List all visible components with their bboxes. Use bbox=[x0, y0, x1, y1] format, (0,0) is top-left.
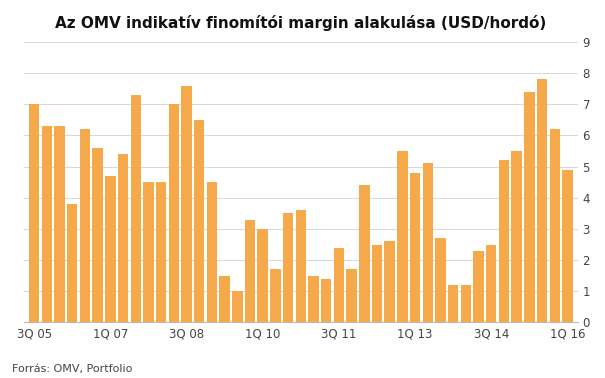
Bar bbox=[359, 185, 370, 322]
Text: Forrás: OMV, Portfolio: Forrás: OMV, Portfolio bbox=[12, 364, 132, 374]
Bar bbox=[309, 276, 319, 322]
Bar bbox=[194, 120, 204, 322]
Bar bbox=[245, 220, 255, 322]
Bar bbox=[473, 251, 484, 322]
Bar bbox=[232, 291, 243, 322]
Bar bbox=[67, 204, 77, 322]
Bar bbox=[258, 229, 268, 322]
Bar bbox=[422, 163, 433, 322]
Bar bbox=[118, 154, 128, 322]
Bar bbox=[397, 151, 408, 322]
Bar bbox=[321, 279, 332, 322]
Bar bbox=[410, 173, 420, 322]
Bar bbox=[42, 126, 52, 322]
Bar bbox=[143, 182, 154, 322]
Bar bbox=[169, 104, 179, 322]
Bar bbox=[499, 160, 509, 322]
Bar bbox=[385, 242, 395, 322]
Bar bbox=[207, 182, 217, 322]
Bar bbox=[372, 245, 382, 322]
Bar bbox=[524, 92, 535, 322]
Bar bbox=[486, 245, 497, 322]
Bar bbox=[93, 148, 103, 322]
Bar bbox=[29, 104, 39, 322]
Bar bbox=[105, 176, 116, 322]
Bar bbox=[562, 170, 573, 322]
Bar bbox=[220, 276, 230, 322]
Bar bbox=[334, 248, 344, 322]
Title: Az OMV indikatív finomítói margin alakulása (USD/hordó): Az OMV indikatív finomítói margin alakul… bbox=[55, 15, 546, 31]
Bar bbox=[511, 151, 522, 322]
Bar bbox=[131, 95, 141, 322]
Bar bbox=[80, 129, 90, 322]
Bar bbox=[156, 182, 166, 322]
Bar bbox=[435, 238, 446, 322]
Bar bbox=[283, 213, 293, 322]
Bar bbox=[182, 85, 192, 322]
Bar bbox=[549, 129, 560, 322]
Bar bbox=[270, 270, 281, 322]
Bar bbox=[448, 285, 459, 322]
Bar bbox=[537, 79, 548, 322]
Bar bbox=[296, 210, 306, 322]
Bar bbox=[54, 126, 65, 322]
Bar bbox=[460, 285, 471, 322]
Bar bbox=[347, 270, 357, 322]
